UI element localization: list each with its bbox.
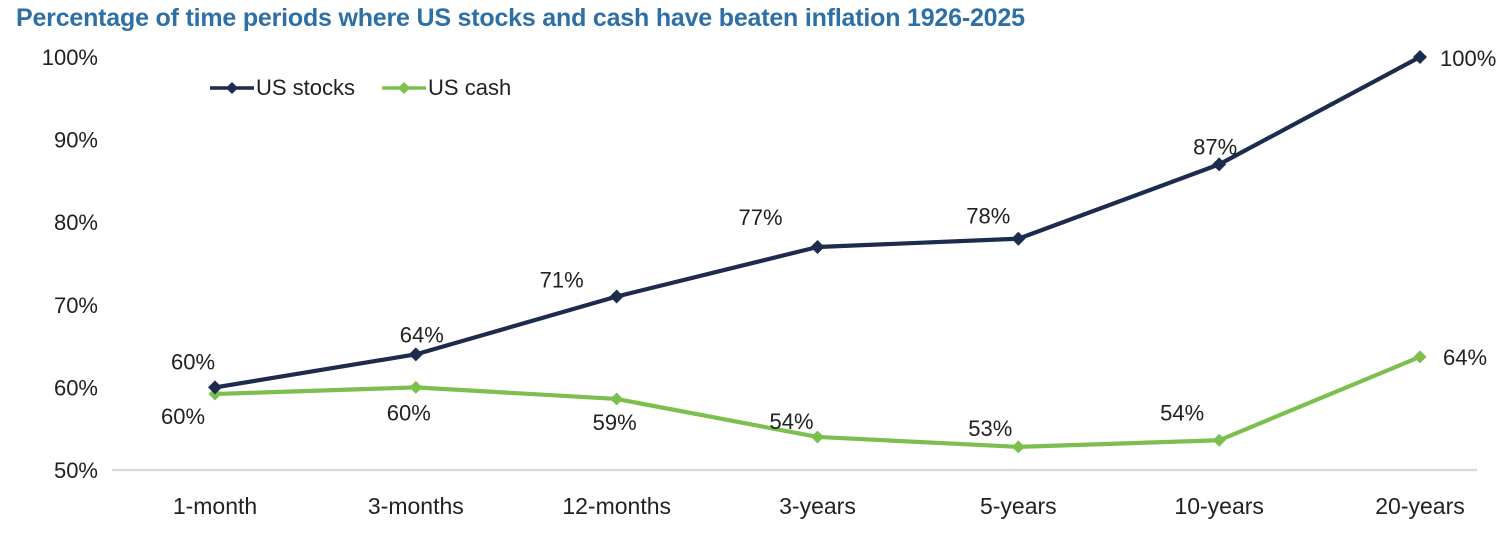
data-point-marker-us-cash [1413, 350, 1427, 364]
data-point-label-us-cash: 60% [161, 404, 205, 429]
data-point-label-us-cash: 54% [769, 409, 813, 434]
data-point-marker-us-cash [610, 392, 624, 406]
data-point-label-us-stocks: 100% [1440, 46, 1496, 71]
data-point-marker-us-cash [811, 430, 824, 444]
data-point-label-us-cash: 59% [593, 410, 637, 435]
legend-item-us-cash: US cash [382, 75, 511, 101]
legend-diamond-icon [398, 82, 411, 94]
y-tick-label: 100% [42, 45, 98, 70]
data-point-label-us-stocks: 60% [171, 349, 215, 374]
y-tick-label: 90% [54, 128, 98, 153]
legend-marker-us-cash [382, 82, 427, 94]
data-point-label-us-stocks: 87% [1193, 134, 1237, 159]
data-point-label-us-cash: 64% [1443, 345, 1487, 370]
data-point-label-us-stocks: 71% [540, 268, 584, 293]
x-category-label: 10-years [1174, 493, 1263, 519]
chart-legend: US stocks US cash [210, 75, 511, 101]
x-category-label: 1-month [173, 493, 257, 519]
data-point-label-us-cash: 53% [968, 416, 1012, 441]
data-point-marker-us-stocks [810, 239, 825, 254]
data-point-label-us-cash: 60% [387, 400, 431, 425]
x-category-label: 3-years [779, 493, 856, 519]
series-line-us-stocks [212, 54, 1423, 390]
data-point-marker-us-stocks [208, 380, 222, 395]
data-point-label-us-stocks: 78% [966, 204, 1010, 229]
legend-label-us-cash: US cash [428, 75, 512, 100]
data-point-marker-us-stocks [1212, 157, 1227, 172]
data-point-marker-us-cash [1212, 433, 1226, 447]
data-point-marker-us-stocks [1413, 50, 1427, 64]
data-point-marker-us-cash [1011, 440, 1025, 454]
data-point-label-us-stocks: 64% [400, 322, 444, 347]
legend-item-us-stocks: US stocks [210, 75, 355, 101]
data-point-marker-us-stocks [609, 289, 624, 304]
data-point-label-us-cash: 54% [1160, 400, 1204, 425]
data-point-marker-us-stocks [408, 347, 423, 362]
legend-label-us-stocks: US stocks [256, 75, 356, 100]
y-tick-label: 50% [54, 458, 98, 483]
x-category-label: 5-years [980, 493, 1057, 519]
data-point-label-us-stocks: 77% [738, 205, 782, 230]
x-category-label: 20-years [1375, 493, 1464, 519]
x-category-label: 12-months [562, 493, 671, 519]
x-category-label: 3-months [368, 493, 464, 519]
legend-marker-us-stocks [210, 82, 254, 94]
chart-title: Percentage of time periods where US stoc… [16, 4, 1025, 32]
data-point-marker-us-stocks [1011, 231, 1026, 246]
y-tick-label: 80% [54, 210, 98, 235]
y-tick-label: 60% [54, 375, 98, 400]
data-point-marker-us-cash [409, 380, 423, 394]
legend-diamond-icon [226, 82, 238, 94]
y-tick-label: 70% [54, 293, 98, 318]
